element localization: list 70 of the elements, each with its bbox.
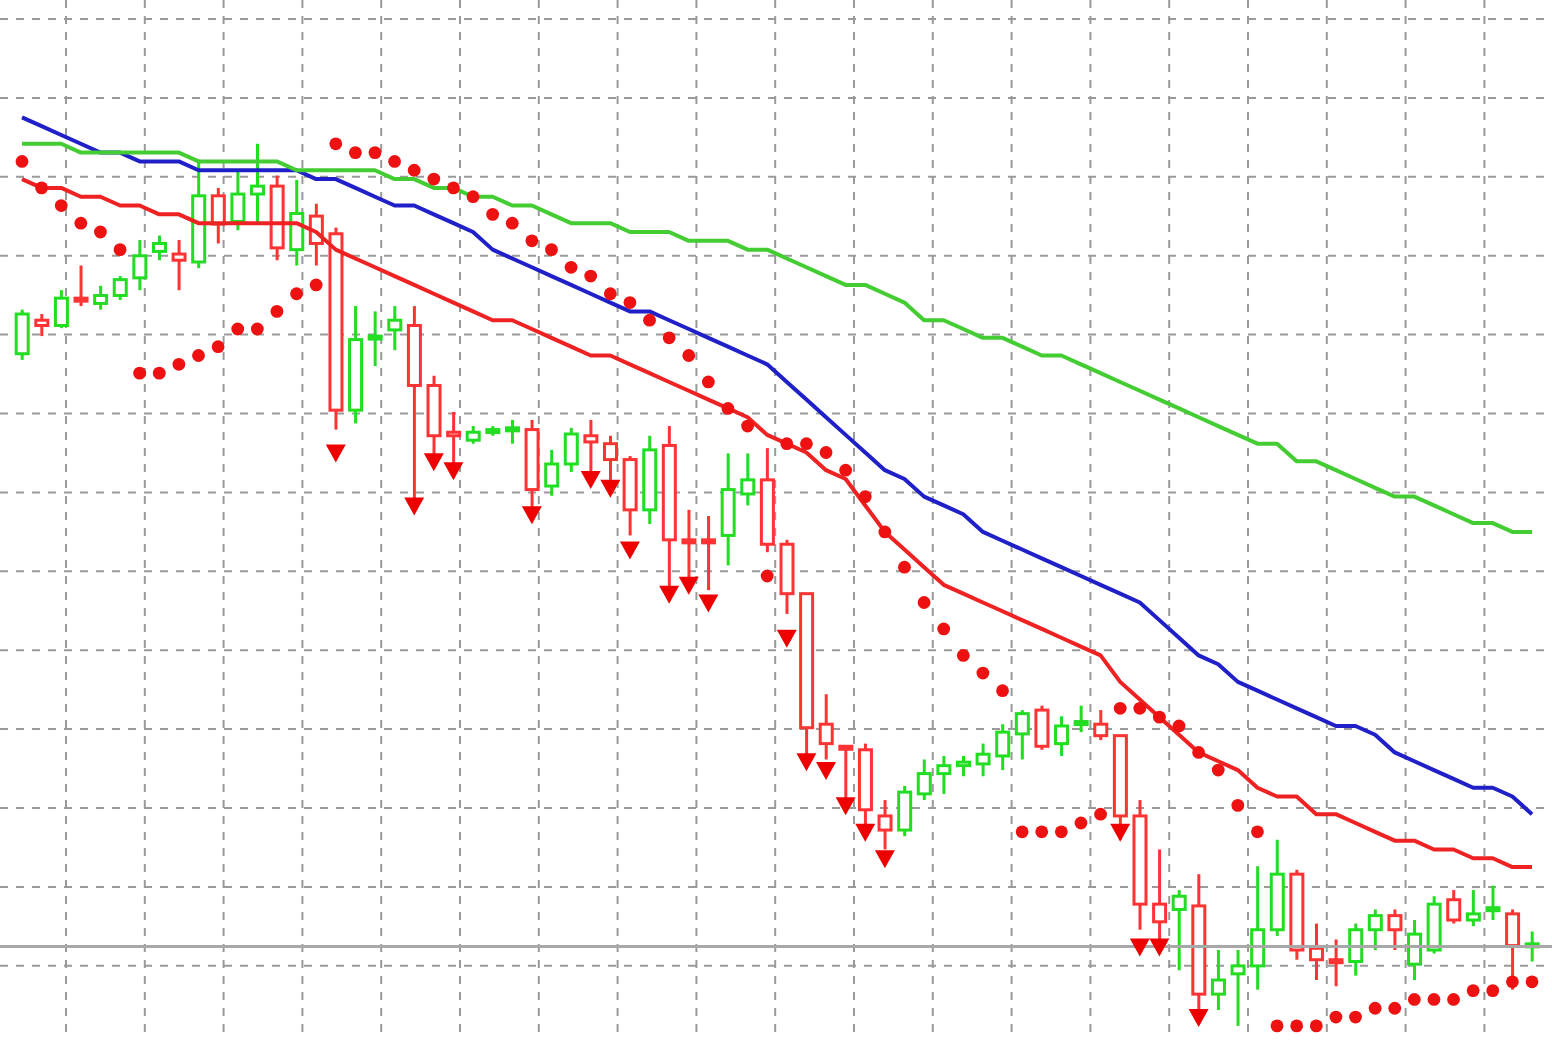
candlestick [1505,907,1521,992]
candlestick [289,178,305,268]
candlestick [34,312,50,338]
candlestick [250,142,266,226]
point [423,453,444,472]
point [776,629,797,648]
candlestick [171,238,187,292]
candlestick [955,754,971,778]
candlestick [1034,704,1050,752]
candlestick [151,234,167,262]
candlestick [1093,708,1109,742]
candlestick [975,742,991,778]
candlestick [1485,884,1501,922]
candlestick [210,186,226,245]
candlestick [53,288,69,330]
candlestick [916,757,932,802]
candlestick [1328,937,1344,988]
point [580,470,601,489]
point [1149,938,1170,957]
point [678,576,699,595]
candlestick [1426,894,1442,956]
candlestick [73,264,89,308]
candlestick [1348,922,1364,978]
candlestick [1387,907,1403,952]
candlestick [995,722,1011,772]
point [443,462,464,481]
point [521,506,542,525]
candlestick [1465,888,1481,928]
candlestick [230,170,246,232]
candlestick [1210,948,1226,1012]
point [600,479,621,498]
candlestick [740,451,756,507]
candlestick [1230,948,1246,1028]
point [816,762,837,781]
candlestick [563,426,579,474]
point [1129,938,1150,957]
candlestick [1054,714,1070,758]
point [619,541,640,560]
candlestick [1171,888,1187,972]
candlestick [897,784,913,838]
candlestick [818,692,834,761]
point [835,797,856,816]
point [855,823,876,842]
candlestick [877,798,893,851]
point [404,497,425,516]
candlestick [1073,704,1089,734]
candlestick [1446,888,1462,926]
point [659,585,680,604]
candlestick [544,448,560,498]
point [698,594,719,613]
candlestick [720,451,736,567]
candlestick [93,284,109,312]
point [1188,1009,1209,1028]
candlestick [367,309,383,368]
candlestick [14,308,30,362]
candlestick [1250,864,1266,992]
candlestick [1014,708,1030,761]
candlestick [112,274,128,302]
candlestick [1308,922,1324,982]
candlestick [936,754,952,796]
candlestick [504,418,520,446]
candlestick [132,238,148,292]
point [874,850,895,869]
candlestick [701,514,717,592]
candlestick [1367,907,1383,952]
candlestick [387,304,403,352]
point [796,753,817,772]
point [325,444,346,463]
point [1110,823,1131,842]
candlestick [1407,918,1423,982]
